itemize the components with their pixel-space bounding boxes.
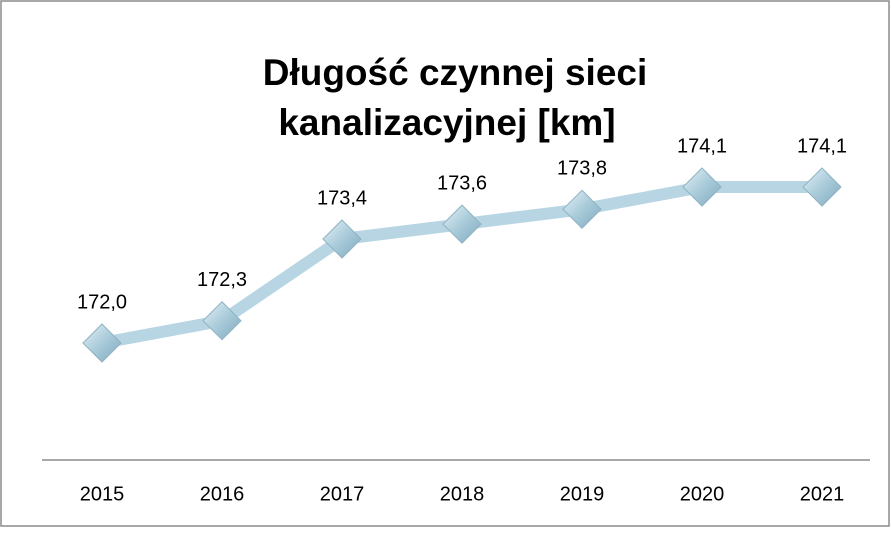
data-marker [82, 323, 122, 363]
x-tick-label: 2021 [800, 483, 845, 505]
data-label: 172,0 [77, 291, 127, 313]
data-marker [562, 189, 602, 229]
data-label: 173,6 [437, 172, 487, 194]
data-marker [202, 301, 242, 341]
x-tick-label: 2016 [200, 483, 245, 505]
chart-title: kanalizacyjnej [km] [278, 102, 615, 143]
data-label: 172,3 [197, 269, 247, 291]
data-label: 174,1 [677, 135, 727, 157]
data-label: 173,4 [317, 187, 367, 209]
data-label: 174,1 [797, 135, 847, 157]
data-label: 173,8 [557, 158, 607, 180]
x-tick-label: 2020 [680, 483, 725, 505]
x-tick-label: 2015 [80, 483, 125, 505]
x-tick-label: 2018 [440, 483, 485, 505]
data-marker [802, 167, 842, 207]
x-tick-label: 2019 [560, 483, 605, 505]
data-marker [442, 204, 482, 244]
data-marker [322, 219, 362, 259]
chart-title: Długość czynnej sieci [263, 52, 648, 93]
x-tick-label: 2017 [320, 483, 365, 505]
data-marker [682, 167, 722, 207]
